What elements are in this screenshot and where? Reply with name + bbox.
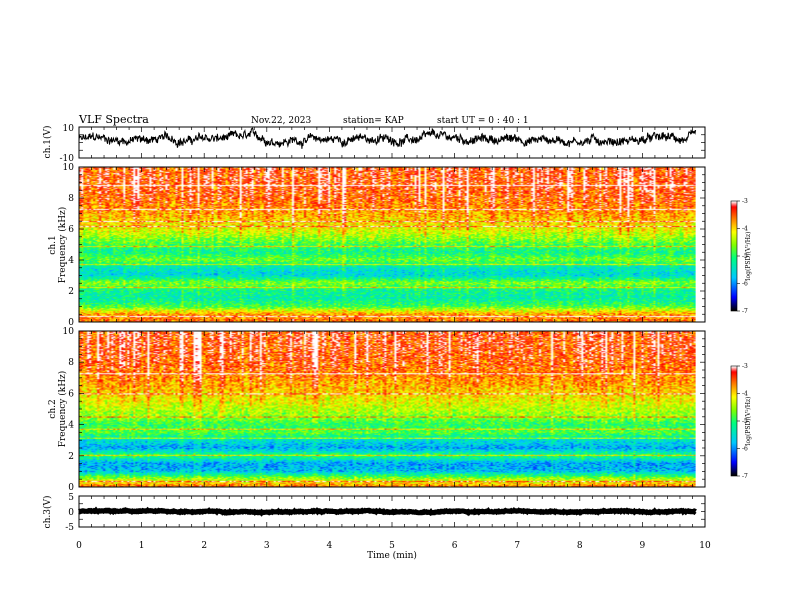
ch1-spectrogram-ylabel-channel: ch.1 xyxy=(48,235,58,254)
colorbar-tick-label: -5 xyxy=(742,418,748,425)
ch1-waveform-xticks xyxy=(78,126,706,159)
ch1-spectrogram-ylabel-frequency: Frequency (kHz) xyxy=(57,207,68,284)
colorbar-tick-label: -4 xyxy=(742,226,748,233)
figure-title: VLF Spectra xyxy=(78,113,149,126)
ch1-spectrogram-heatmap xyxy=(79,167,696,322)
colorbar-tick-label: -5 xyxy=(742,253,748,260)
time-axis-label: Time (min) xyxy=(367,550,417,561)
y-tick-label: 10 xyxy=(63,163,75,173)
ch1-colorbar xyxy=(731,201,737,311)
time-tick-label: 4 xyxy=(327,541,333,551)
time-tick-label: 2 xyxy=(201,541,207,551)
ch2-spectrogram-ylabel-frequency: Frequency (kHz) xyxy=(57,371,68,448)
colorbar-tick-label: -3 xyxy=(742,363,748,370)
ch1-waveform-ylabel: ch.1(V) xyxy=(42,126,53,159)
ch2-spectrogram-yticks: 0 2 4 6 8 10 xyxy=(63,327,705,493)
y-tick-label: 6 xyxy=(68,225,74,235)
ch2-spectrogram-xticks xyxy=(78,331,706,487)
y-tick-label: 8 xyxy=(68,358,74,368)
time-tick-label: 5 xyxy=(389,541,395,551)
ch1-waveform-panel: 10 -10 ch.1(V) xyxy=(42,124,706,164)
ch3-waveform-line xyxy=(78,506,697,517)
time-axis-tick-labels: 0 1 2 3 4 5 6 7 8 9 10 xyxy=(76,541,711,551)
y-tick-label: 2 xyxy=(68,452,74,462)
ch2-colorbar xyxy=(731,366,737,476)
ch1-spectrogram-yticks: 0 2 4 6 8 10 xyxy=(63,163,705,328)
y-tick-label: 2 xyxy=(68,287,74,297)
ch1-colorbar-ticks: -3 -4 -5 -6 -7 xyxy=(737,198,748,315)
y-tick-label: 0 xyxy=(68,483,74,493)
colorbar-tick-label: -6 xyxy=(742,281,748,288)
colorbar-tick-label: -7 xyxy=(742,308,748,315)
ch3-waveform-xticks xyxy=(78,495,706,528)
ch1-spectrogram-xticks xyxy=(78,167,706,322)
ch3-waveform-panel: 5 0 -5 ch.3(V) xyxy=(42,493,706,533)
ch3-ytick-bottom: -5 xyxy=(65,523,74,533)
y-tick-label: 4 xyxy=(68,256,74,266)
colorbar-tick-label: -7 xyxy=(742,473,748,480)
time-tick-label: 9 xyxy=(640,541,646,551)
ch3-ytick-top: 5 xyxy=(68,493,74,503)
ch2-spectrogram-ylabel-channel: ch.2 xyxy=(48,399,58,418)
ch1-colorbar-label: log(PSD)(V²/Hz) xyxy=(745,232,752,281)
station-label: station= KAP xyxy=(343,116,404,126)
colorbar-tick-label: -3 xyxy=(742,198,748,205)
ch1-ytick-bottom: -10 xyxy=(60,154,75,164)
time-tick-label: 0 xyxy=(76,541,82,551)
y-tick-label: 4 xyxy=(68,421,74,431)
y-tick-label: 10 xyxy=(63,327,75,337)
colorbar-tick-label: -4 xyxy=(742,391,748,398)
time-tick-label: 1 xyxy=(139,541,145,551)
ch2-spectrogram-heatmap xyxy=(79,331,696,487)
time-tick-label: 6 xyxy=(452,541,458,551)
start-time-label: start UT = 0 : 40 : 1 xyxy=(437,116,529,126)
time-tick-label: 8 xyxy=(577,541,583,551)
ch1-waveform-line xyxy=(78,127,697,149)
date-label: Nov.22, 2023 xyxy=(251,116,312,126)
colorbar-tick-label: -6 xyxy=(742,446,748,453)
ch2-colorbar-ticks: -3 -4 -5 -6 -7 xyxy=(737,363,748,480)
time-tick-label: 7 xyxy=(514,541,520,551)
y-tick-label: 8 xyxy=(68,194,74,204)
time-tick-label: 10 xyxy=(699,541,711,551)
ch2-colorbar-label: log(PSD)(V²/Hz) xyxy=(745,397,752,446)
ch3-ytick-middle: 0 xyxy=(68,508,74,518)
ch1-ytick-top: 10 xyxy=(63,124,75,134)
time-tick-label: 3 xyxy=(264,541,270,551)
ch3-waveform-ylabel: ch.3(V) xyxy=(42,496,53,529)
y-tick-label: 0 xyxy=(68,318,74,328)
y-tick-label: 6 xyxy=(68,389,74,399)
